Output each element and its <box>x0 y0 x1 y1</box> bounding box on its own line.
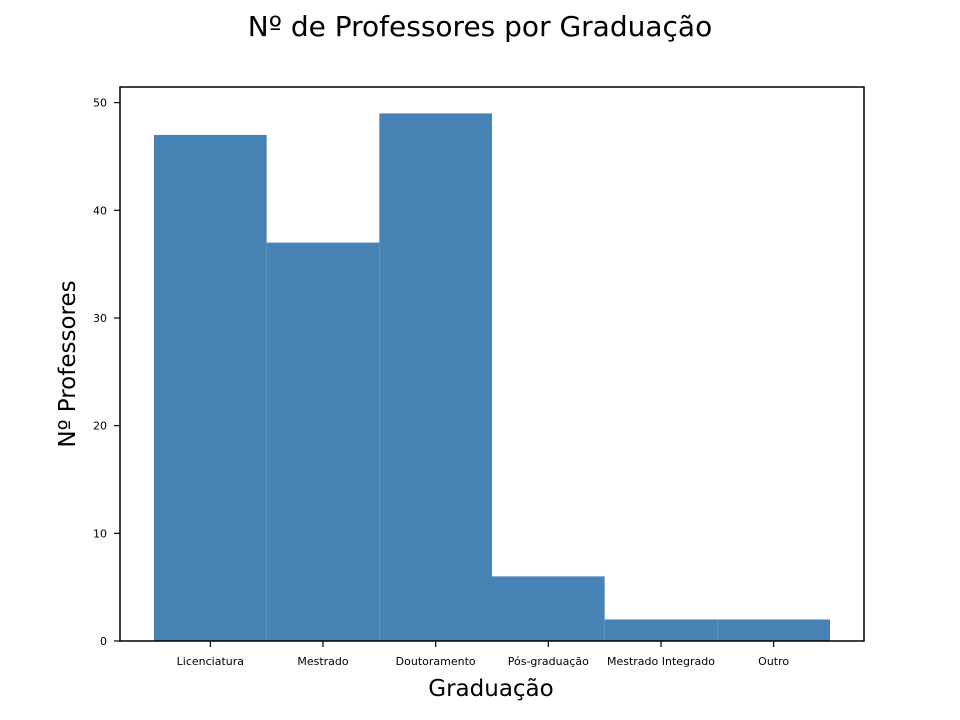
y-tick-label: 0 <box>100 635 107 648</box>
bar-licenciatura <box>154 134 267 641</box>
bar-mestrado-integrado <box>604 619 718 641</box>
bar-p-s-gradua-o <box>492 576 605 641</box>
x-axis: Licenciatura Mestrado Doutoramento Pós-grad… <box>177 641 789 668</box>
bar-doutoramento <box>379 113 492 641</box>
bar-mestrado <box>266 242 380 641</box>
chart-title: Nº de Professores por Graduação <box>248 10 712 43</box>
y-axis: 0 10 20 30 40 50 <box>93 97 120 648</box>
y-tick-label: 40 <box>93 204 107 217</box>
x-tick-label: Licenciatura <box>177 655 244 668</box>
plot-frame <box>119 86 865 642</box>
y-tick-label: 20 <box>93 420 107 433</box>
x-tick-label: Outro <box>758 655 789 668</box>
x-tick-label: Pós-graduação <box>508 655 589 668</box>
bar-outro <box>717 619 830 641</box>
x-axis-label: Graduação <box>428 676 553 702</box>
x-tick-label: Mestrado <box>297 655 349 668</box>
y-tick-label: 50 <box>93 97 107 110</box>
y-tick-label: 10 <box>93 527 107 540</box>
y-tick-label: 30 <box>93 312 107 325</box>
x-tick-label: Doutoramento <box>396 655 476 668</box>
x-tick-label: Mestrado Integrado <box>607 655 715 668</box>
y-axis-label: Nº Professores <box>55 280 81 447</box>
bars-layer <box>154 113 830 641</box>
